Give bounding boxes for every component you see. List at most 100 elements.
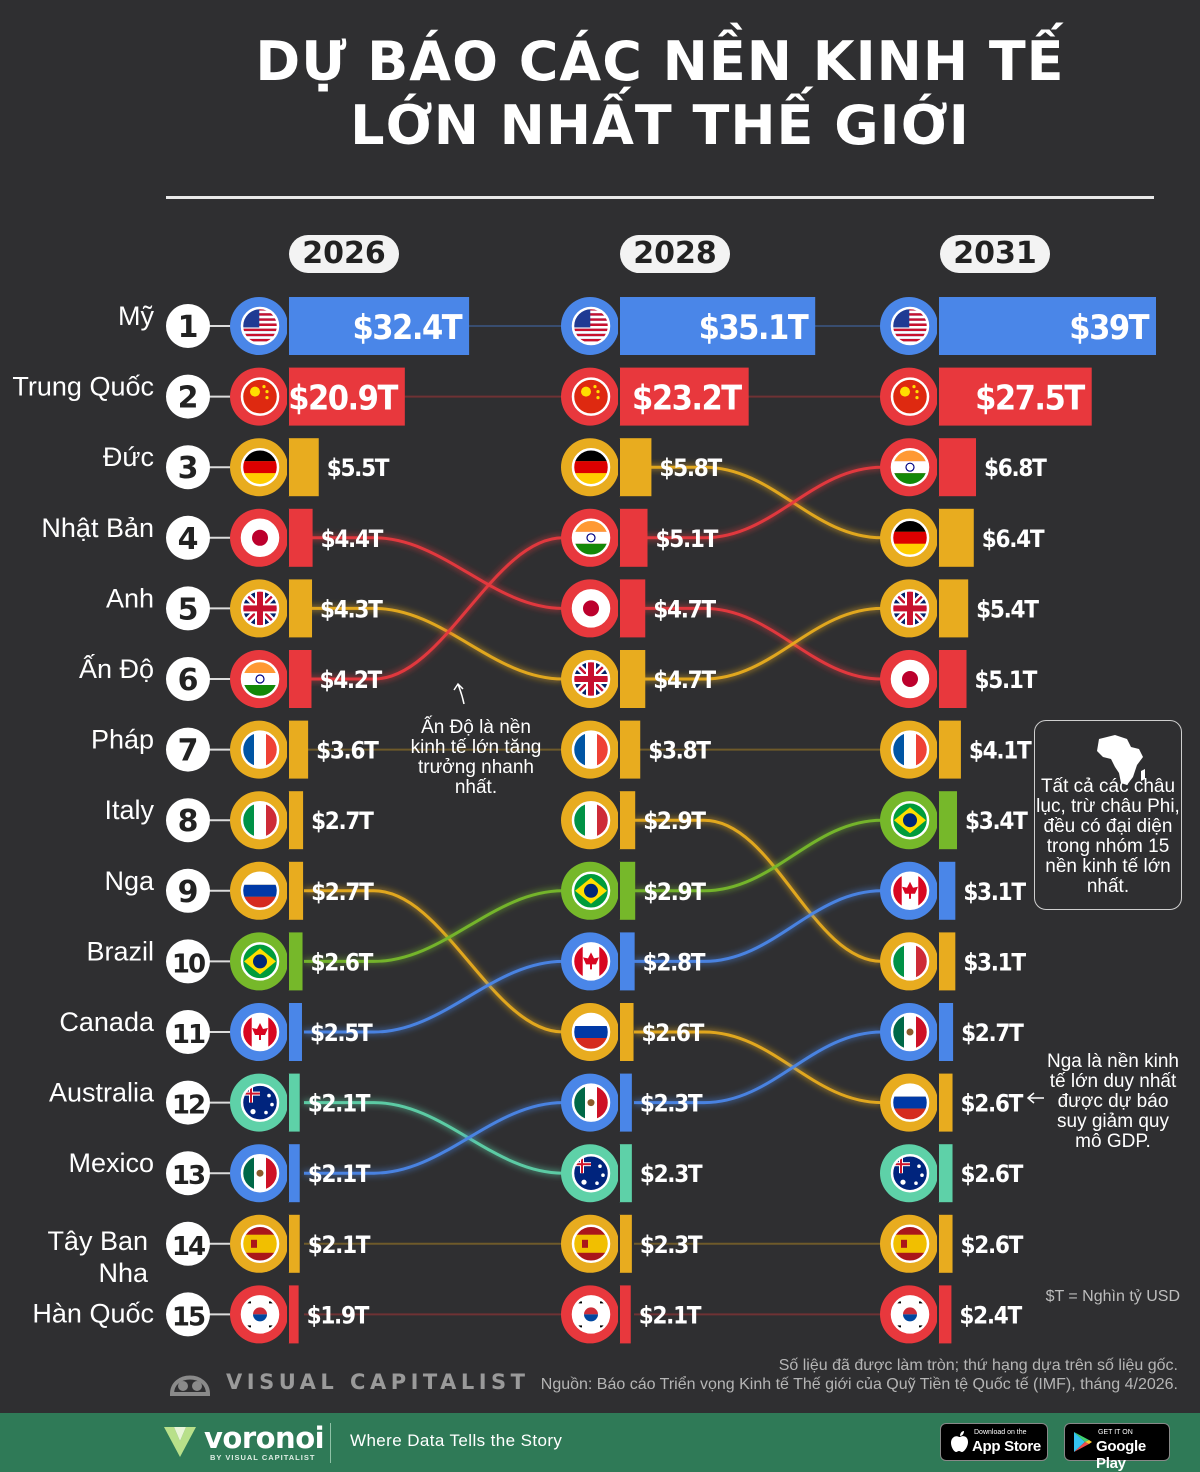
bar-ru-2031 [938, 1073, 953, 1132]
country-name-us: Mỹ [118, 301, 154, 331]
connector-line-br [634, 818, 883, 893]
value-label-in-2026: $4.2T [319, 666, 382, 694]
africa-annotation-line: Tất cả các châu [1040, 776, 1176, 797]
bar-fr-2031 [938, 720, 961, 779]
value-label-au-2026: $2.1T [308, 1090, 371, 1118]
br-flag-icon [890, 800, 930, 840]
cn-flag-icon [890, 377, 930, 416]
country-name-es-cont: Nha [98, 1258, 149, 1288]
value-label-it-2028: $2.9T [643, 807, 706, 835]
app-store-label: App Store [972, 1438, 1041, 1455]
unit-note: $T = Nghìn tỷ USD [1045, 1288, 1180, 1305]
mx-flag-icon [571, 1083, 611, 1122]
rank-number: 12 [172, 1091, 204, 1121]
russia-pointer-arrow [1026, 1092, 1044, 1104]
au-flag-icon [890, 1153, 930, 1193]
bar-in-2031 [938, 438, 977, 497]
country-name-de: Đức [103, 442, 154, 472]
bar-ru-2028 [619, 1003, 634, 1061]
value-label-mx-2026: $2.1T [308, 1160, 371, 1188]
rank-number: 8 [178, 804, 199, 839]
us-flag-icon [240, 306, 280, 346]
bar-br-2028 [619, 861, 636, 920]
value-label-es-2026: $2.1T [308, 1231, 371, 1259]
voronoi-wordmark[interactable]: voronoi [204, 1421, 325, 1455]
value-label-it-2031: $3.1T [963, 948, 1026, 976]
country-name-in: Ấn Độ [79, 653, 154, 684]
rank-circle [166, 657, 210, 701]
es-flag-icon [571, 1224, 611, 1264]
ru-flag-icon [890, 1083, 930, 1122]
rank-circle [166, 1010, 210, 1054]
us-flag-icon [571, 306, 611, 346]
visual-capitalist-wordmark: VISUAL CAPITALIST [226, 1370, 530, 1394]
year-label-2028: 2028 [620, 235, 730, 273]
bar-it-2026 [288, 791, 304, 850]
value-label-us-2028: $35.1T [699, 308, 809, 348]
in-flag-icon [571, 518, 611, 558]
value-label-uk-2028: $4.7T [653, 666, 716, 694]
country-name-kr: Hàn Quốc [32, 1298, 154, 1328]
bar-es-2031 [938, 1214, 953, 1273]
bar-ca-2026 [288, 1003, 302, 1061]
connector-line-jp [634, 606, 883, 681]
value-label-es-2031: $2.6T [961, 1231, 1024, 1259]
uk-flag-icon [571, 659, 611, 699]
bar-ca-2028 [619, 932, 635, 991]
india-annotation-line: nhất. [454, 777, 498, 798]
bar-cn-2031 [938, 367, 1092, 426]
jp-flag-icon [240, 518, 280, 558]
bar-us-2026 [288, 297, 470, 355]
india-annotation-line: trưởng nhanh [417, 757, 535, 778]
bar-mx-2031 [938, 1003, 954, 1061]
value-label-fr-2031: $4.1T [969, 737, 1032, 765]
rank-circle [166, 515, 210, 560]
bar-ca-2031 [938, 861, 956, 920]
google-play-button[interactable]: GET IT ON Google Play [1064, 1423, 1170, 1472]
rank-circle [166, 868, 210, 913]
value-label-us-2026: $32.4T [352, 308, 462, 348]
app-store-button[interactable]: Download on the App Store [940, 1423, 1048, 1461]
rank-number: 2 [178, 381, 199, 416]
value-label-de-2031: $6.4T [982, 525, 1045, 553]
value-label-br-2031: $3.4T [965, 807, 1028, 835]
fr-flag-icon [240, 730, 280, 769]
value-label-mx-2031: $2.7T [961, 1019, 1024, 1047]
mx-flag-icon [890, 1012, 930, 1052]
country-name-uk: Anh [106, 583, 154, 613]
value-label-kr-2031: $2.4T [959, 1301, 1022, 1329]
year-label-2031: 2031 [940, 235, 1050, 273]
rank-number: 9 [178, 875, 199, 910]
africa-annotation-line: lục, trừ châu Phi, [1036, 796, 1180, 817]
voronoi-logo-icon[interactable] [162, 1423, 198, 1459]
russia-annotation-line: mô GDP. [1075, 1131, 1151, 1152]
value-label-de-2026: $5.5T [327, 454, 390, 482]
india-annotation: Ấn Độ là nền kinh tế lớn tăng trưởng nha… [402, 718, 550, 798]
country-name-cn: Trung Quốc [12, 372, 154, 402]
in-flag-icon [890, 447, 930, 487]
de-flag-icon [240, 447, 280, 487]
ru-flag-icon [571, 1012, 611, 1052]
it-flag-icon [240, 800, 280, 840]
bar-uk-2026 [288, 579, 313, 638]
rank-number: 1 [178, 310, 199, 345]
connector-line-ru [634, 1030, 883, 1105]
au-flag-icon [571, 1153, 611, 1193]
country-name-br: Brazil [86, 936, 154, 966]
rank-circle [166, 798, 210, 843]
page-title-line-2: LỚN NHẤT THẾ GIỚI [350, 94, 970, 157]
india-pointer-arrow [453, 682, 465, 705]
us-flag-icon [890, 306, 930, 346]
bar-uk-2031 [938, 579, 969, 638]
rank-circle [166, 1080, 210, 1125]
rank-circle [166, 727, 210, 772]
rank-number: 7 [178, 734, 199, 769]
jp-flag-icon [890, 659, 930, 699]
value-label-uk-2031: $5.4T [976, 595, 1039, 623]
value-label-mx-2028: $2.3T [640, 1090, 703, 1118]
in-flag-icon [240, 659, 280, 699]
bar-jp-2028 [619, 579, 646, 638]
russia-annotation-line: tế lớn duy nhất [1049, 1071, 1177, 1092]
value-label-us-2031: $39T [1069, 308, 1149, 348]
africa-annotation-line: trong nhóm 15 [1046, 836, 1170, 857]
